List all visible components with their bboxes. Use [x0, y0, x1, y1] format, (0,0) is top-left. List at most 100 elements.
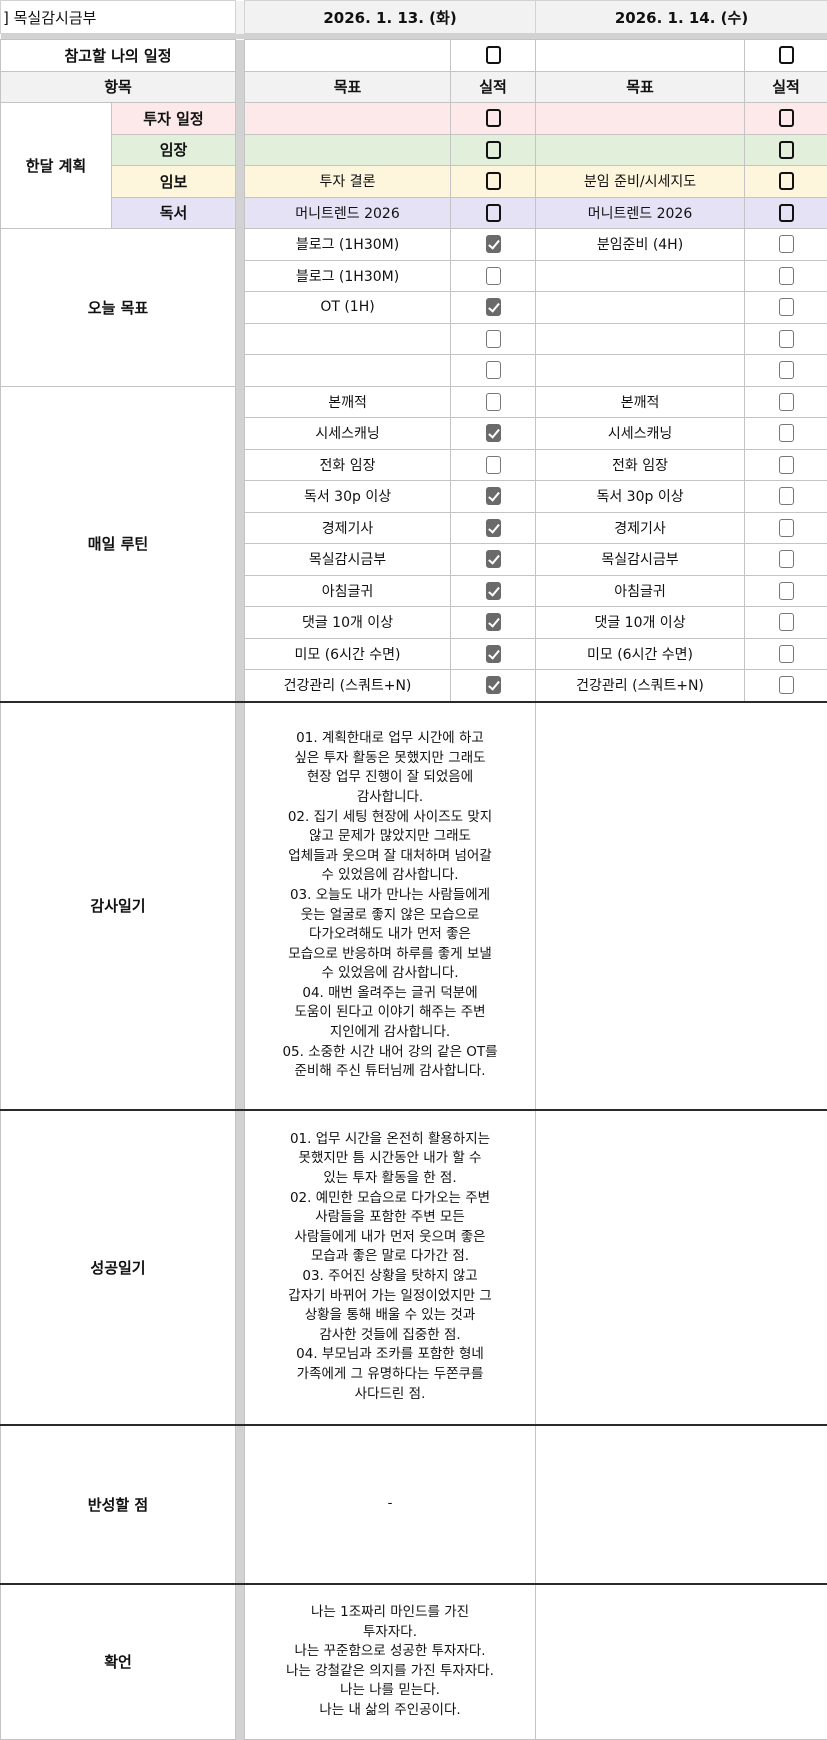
result-cell[interactable]	[450, 196, 537, 229]
checkbox[interactable]	[778, 203, 794, 222]
goal-cell[interactable]	[535, 291, 746, 324]
checkbox[interactable]	[778, 140, 794, 159]
goal-cell[interactable]: 전화 임장	[244, 448, 452, 481]
checkbox[interactable]	[778, 581, 794, 600]
result-cell[interactable]	[744, 417, 827, 450]
checkbox[interactable]	[778, 46, 794, 65]
result-cell[interactable]	[744, 259, 827, 292]
goal-cell[interactable]	[535, 259, 746, 292]
checkbox[interactable]	[485, 455, 501, 474]
result-cell[interactable]	[744, 669, 827, 702]
result-cell[interactable]	[450, 448, 537, 481]
checked-checkbox[interactable]	[485, 644, 501, 663]
checkbox[interactable]	[485, 172, 501, 191]
checkbox[interactable]	[778, 518, 794, 537]
checkbox[interactable]	[778, 392, 794, 411]
checkbox[interactable]	[778, 329, 794, 348]
result-cell[interactable]	[744, 102, 827, 135]
checkbox[interactable]	[778, 550, 794, 569]
checkbox[interactable]	[778, 613, 794, 632]
goal-cell[interactable]: 댓글 10개 이상	[244, 606, 452, 639]
result-cell[interactable]	[450, 480, 537, 513]
result-cell[interactable]	[450, 291, 537, 324]
goal-cell[interactable]	[244, 39, 452, 72]
result-cell[interactable]	[450, 228, 537, 261]
goal-cell[interactable]: 미모 (6시간 수면)	[244, 637, 452, 670]
result-cell[interactable]	[450, 543, 537, 576]
checkbox[interactable]	[485, 203, 501, 222]
goal-cell[interactable]: 머니트렌드 2026	[244, 196, 452, 229]
result-cell[interactable]	[450, 511, 537, 544]
result-cell[interactable]	[450, 385, 537, 418]
checkbox[interactable]	[778, 109, 794, 128]
result-cell[interactable]	[450, 606, 537, 639]
checkbox[interactable]	[778, 361, 794, 380]
checked-checkbox[interactable]	[485, 518, 501, 537]
checkbox[interactable]	[778, 455, 794, 474]
result-cell[interactable]	[744, 606, 827, 639]
goal-cell[interactable]	[244, 102, 452, 135]
result-cell[interactable]	[744, 133, 827, 166]
result-cell[interactable]	[450, 39, 537, 72]
goal-cell[interactable]: 시세스캐닝	[244, 417, 452, 450]
journal-entry[interactable]	[535, 1582, 827, 1740]
result-cell[interactable]	[450, 165, 537, 198]
goal-cell[interactable]	[535, 133, 746, 166]
goal-cell[interactable]: 목실감시금부	[244, 543, 452, 576]
goal-cell[interactable]: OT (1H)	[244, 291, 452, 324]
goal-cell[interactable]	[244, 133, 452, 166]
goal-cell[interactable]: 아침글귀	[535, 574, 746, 607]
goal-cell[interactable]: 전화 임장	[535, 448, 746, 481]
result-cell[interactable]	[450, 637, 537, 670]
goal-cell[interactable]: 분임준비 (4H)	[535, 228, 746, 261]
goal-cell[interactable]: 블로그 (1H30M)	[244, 228, 452, 261]
checked-checkbox[interactable]	[485, 550, 501, 569]
result-cell[interactable]	[744, 354, 827, 387]
goal-cell[interactable]: 독서 30p 이상	[535, 480, 746, 513]
result-cell[interactable]	[744, 385, 827, 418]
result-cell[interactable]	[450, 574, 537, 607]
checkbox[interactable]	[485, 361, 501, 380]
result-cell[interactable]	[450, 354, 537, 387]
goal-cell[interactable]: 건강관리 (스쿼트+N)	[535, 669, 746, 702]
goal-cell[interactable]: 건강관리 (스쿼트+N)	[244, 669, 452, 702]
result-cell[interactable]	[744, 574, 827, 607]
goal-cell[interactable]: 독서 30p 이상	[244, 480, 452, 513]
checkbox[interactable]	[778, 424, 794, 443]
journal-entry[interactable]: -	[244, 1423, 537, 1584]
checkbox[interactable]	[778, 676, 794, 695]
goal-cell[interactable]	[244, 322, 452, 355]
checked-checkbox[interactable]	[485, 613, 501, 632]
journal-entry[interactable]	[535, 1423, 827, 1584]
result-cell[interactable]	[744, 322, 827, 355]
checkbox[interactable]	[485, 392, 501, 411]
checkbox[interactable]	[485, 46, 501, 65]
goal-cell[interactable]: 경제기사	[535, 511, 746, 544]
result-cell[interactable]	[450, 322, 537, 355]
result-cell[interactable]	[744, 637, 827, 670]
checked-checkbox[interactable]	[485, 676, 501, 695]
goal-cell[interactable]: 본깨적	[244, 385, 452, 418]
journal-entry[interactable]: 01. 업무 시간을 온전히 활용하지는 못했지만 틈 시간동안 내가 할 수 …	[244, 1108, 537, 1425]
goal-cell[interactable]: 경제기사	[244, 511, 452, 544]
result-cell[interactable]	[744, 165, 827, 198]
checkbox[interactable]	[778, 644, 794, 663]
goal-cell[interactable]	[535, 322, 746, 355]
goal-cell[interactable]: 미모 (6시간 수면)	[535, 637, 746, 670]
goal-cell[interactable]	[535, 39, 746, 72]
result-cell[interactable]	[744, 448, 827, 481]
result-cell[interactable]	[450, 102, 537, 135]
goal-cell[interactable]: 머니트렌드 2026	[535, 196, 746, 229]
checked-checkbox[interactable]	[485, 424, 501, 443]
result-cell[interactable]	[744, 291, 827, 324]
result-cell[interactable]	[744, 543, 827, 576]
checkbox[interactable]	[485, 329, 501, 348]
checked-checkbox[interactable]	[485, 235, 501, 254]
journal-entry[interactable]	[535, 1108, 827, 1425]
journal-entry[interactable]	[535, 700, 827, 1110]
checkbox[interactable]	[485, 266, 501, 285]
result-cell[interactable]	[450, 259, 537, 292]
result-cell[interactable]	[450, 669, 537, 702]
checked-checkbox[interactable]	[485, 581, 501, 600]
goal-cell[interactable]	[535, 102, 746, 135]
